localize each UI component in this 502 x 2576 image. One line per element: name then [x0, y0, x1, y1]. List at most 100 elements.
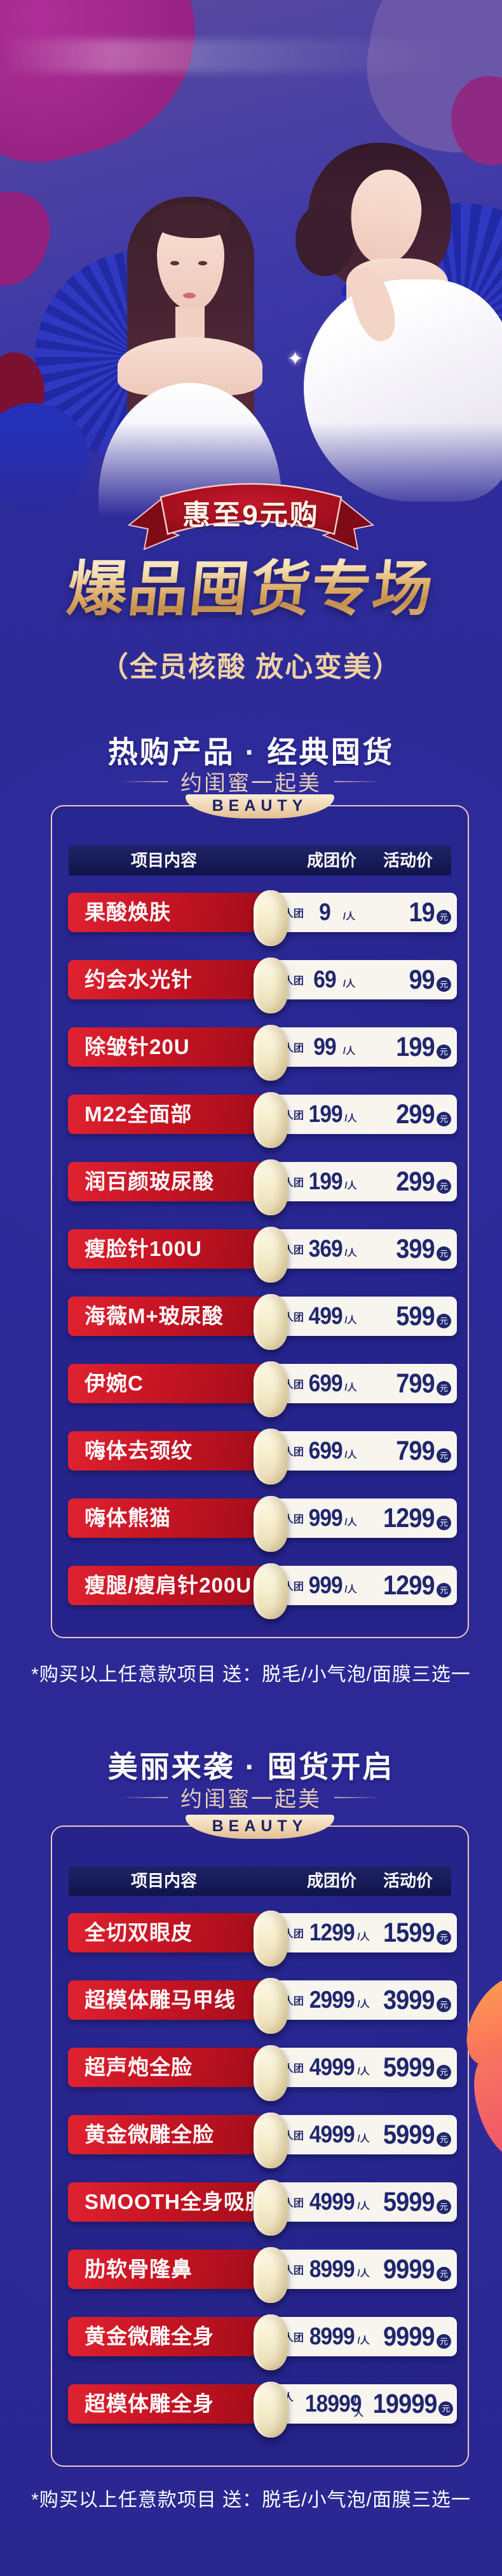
gift-note-2: *购买以上任意款项目 送：脱毛/小气泡/面膜三选一: [31, 2490, 471, 2511]
item-name: 约会水光针: [85, 968, 193, 991]
yuan-badge: 元: [438, 2401, 454, 2416]
price-panel: [259, 1162, 457, 1201]
price-panel: [259, 1027, 457, 1067]
page-curl-decoration: [254, 2180, 288, 2236]
price-panel: [259, 960, 457, 999]
lips: [183, 293, 196, 298]
price-area: 2人团 699 /人 799 元: [259, 1431, 457, 1471]
page-curl-decoration: [254, 2045, 288, 2101]
page-curl-decoration: [254, 958, 288, 1013]
activity-price-block: 299 元: [391, 1166, 451, 1198]
group-price-block: 2人团 8999 /人: [278, 2256, 370, 2283]
price-area: 2人团 69 /人 99 元: [259, 960, 457, 999]
divider-line: [334, 780, 381, 782]
table-row: 黄金微雕全身 2人团 8999 /人 9999 元: [68, 2314, 457, 2370]
activity-price-value: 1299: [383, 1570, 435, 1601]
item-name-ribbon: 海薇M+玻尿酸: [68, 1297, 282, 1336]
activity-price-block: 5999 元: [376, 2119, 451, 2151]
price-table-card-1: BEAUTY 项目内容 成团价 活动价 果酸焕肤 2人团 9 /人: [51, 794, 469, 1638]
price-panel: [259, 2384, 457, 2424]
page-curl-decoration: [254, 1496, 288, 1552]
activity-price-block: 599 元: [391, 1301, 451, 1332]
activity-price-block: 5999 元: [376, 2052, 451, 2083]
per-person-label: /人: [357, 2200, 370, 2212]
item-name-ribbon: 约会水光针: [68, 960, 282, 999]
per-person-label: /人: [357, 1931, 370, 1942]
group-price-block: 2人团 18999 /人: [278, 2389, 364, 2419]
group-price-value: 199: [308, 1168, 343, 1195]
group-price-value: 8999: [309, 2255, 355, 2283]
item-name: 瘦腿/瘦肩针200U: [85, 1573, 252, 1597]
price-area: 2人团 999 /人 1299 元: [259, 1498, 457, 1538]
price-area: 2人团 369 /人 399 元: [259, 1229, 457, 1269]
yuan-badge: 元: [437, 1044, 451, 1059]
item-name: 除皱针20U: [85, 1035, 190, 1058]
hair-bang: [151, 205, 230, 238]
group-price-value: 999: [308, 1504, 343, 1532]
price-area: 2人团 4999 /人 5999 元: [259, 2048, 457, 2087]
activity-price-block: 19 元: [405, 897, 451, 928]
magenta-blob-decoration: [0, 0, 220, 179]
price-area: 2人团 499 /人 599 元: [259, 1297, 457, 1336]
group-price-block: 2人团 69 /人: [278, 966, 355, 994]
activity-price-block: 99 元: [405, 964, 451, 996]
column-header-activity-price: 活动价: [383, 1871, 433, 1890]
group-price-value: 4999: [309, 2121, 355, 2148]
item-name-ribbon: 黄金微雕全身: [68, 2317, 282, 2356]
beauty-tab-badge: BEAUTY: [186, 794, 334, 818]
group-price-value: 4999: [309, 2188, 355, 2215]
per-person-label: /人: [357, 1998, 370, 2010]
group-price-block: 2人团 999 /人: [278, 1505, 356, 1532]
price-panel: [259, 2182, 457, 2222]
group-price-value: 4999: [309, 2053, 355, 2081]
item-name: 果酸焕肤: [85, 900, 171, 924]
activity-price-value: 99: [409, 964, 435, 995]
activity-price-block: 1599 元: [376, 1918, 451, 1949]
yuan-badge: 元: [437, 2064, 451, 2079]
item-name: 伊婉C: [85, 1371, 144, 1395]
column-header-group-price: 成团价: [306, 1871, 356, 1890]
column-header-item: 项目内容: [130, 1871, 197, 1890]
per-person-label: /人: [344, 1584, 357, 1595]
item-name-ribbon: 瘦脸针100U: [68, 1229, 282, 1269]
price-area: 2人团 199 /人 299 元: [259, 1162, 457, 1201]
magenta-blob-decoration: [0, 180, 60, 297]
page-curl-decoration: [254, 1227, 288, 1283]
eye: [198, 261, 207, 265]
item-name: 超模体雕马甲线: [85, 1988, 236, 2012]
item-name: 嗨体去颈纹: [85, 1439, 193, 1462]
group-price-value: 999: [308, 1572, 343, 1599]
yuan-badge: 元: [437, 1448, 451, 1463]
ribbon-label: 惠至9元购: [182, 500, 320, 531]
table-header: 项目内容 成团价 活动价: [69, 846, 451, 876]
price-area: 2人团 9 /人 19 元: [259, 893, 457, 932]
yuan-badge: 元: [437, 2132, 451, 2147]
table-row: 超模体雕马甲线 2人团 2999 /人 3999 元: [68, 1978, 457, 2034]
group-price-block: 2人团 8999 /人: [278, 2323, 370, 2351]
price-panel: [259, 1431, 457, 1471]
group-price-value: 9: [319, 898, 331, 926]
price-panel: [259, 893, 457, 932]
table-row: 超声炮全脸 2人团 4999 /人 5999 元: [68, 2045, 457, 2101]
activity-price-value: 1299: [383, 1502, 435, 1533]
price-panel: [259, 2048, 457, 2087]
group-price-value: 499: [308, 1302, 343, 1330]
table-row: 嗨体去颈纹 2人团 699 /人 799 元: [68, 1429, 457, 1485]
price-panel: [259, 1364, 457, 1403]
per-person-label: /人: [344, 1180, 357, 1191]
activity-price-value: 5999: [383, 2186, 435, 2217]
per-person-label: /人: [344, 1112, 357, 1124]
group-price-block: 2人团 2999 /人: [278, 1987, 370, 2014]
table-row: 嗨体熊猫 2人团 999 /人 1299 元: [68, 1496, 457, 1552]
table-header: 项目内容 成团价 活动价: [69, 1866, 451, 1896]
sparkle-icon: ✦: [287, 349, 304, 370]
group-price-block: 2人团 699 /人: [278, 1370, 356, 1398]
poster-subtitle: （全员核酸 放心变美）: [100, 651, 402, 683]
item-name: 黄金微雕全脸: [85, 2123, 214, 2146]
table-row: 黄金微雕全脸 2人团 4999 /人 5999 元: [68, 2112, 457, 2168]
price-area: 2人团 8999 /人 9999 元: [259, 2250, 457, 2289]
yuan-badge: 元: [437, 909, 451, 924]
page-curl-decoration: [254, 890, 288, 946]
hero-photo: ✦: [0, 0, 502, 530]
activity-price-value: 5999: [383, 2052, 435, 2083]
